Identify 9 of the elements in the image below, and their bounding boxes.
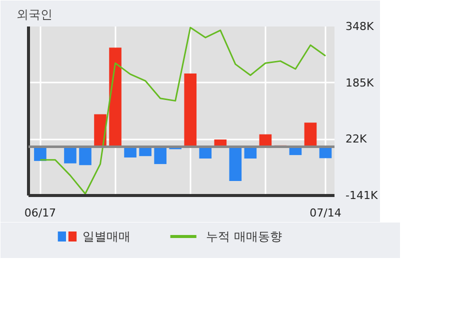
- y-tick-label: 348K: [346, 20, 374, 33]
- chart-title: 외국인: [16, 8, 52, 22]
- y-tick-label: 185K: [346, 76, 374, 90]
- legend-label: 누적 매매동향: [206, 230, 282, 244]
- x-tick-label: 06/17: [24, 206, 56, 220]
- legend-label: 일별매매: [82, 230, 130, 244]
- y-tick-label: 22K: [346, 132, 368, 146]
- x-tick-label: 07/14: [310, 206, 342, 220]
- y-tick-label: -141K: [346, 189, 378, 202]
